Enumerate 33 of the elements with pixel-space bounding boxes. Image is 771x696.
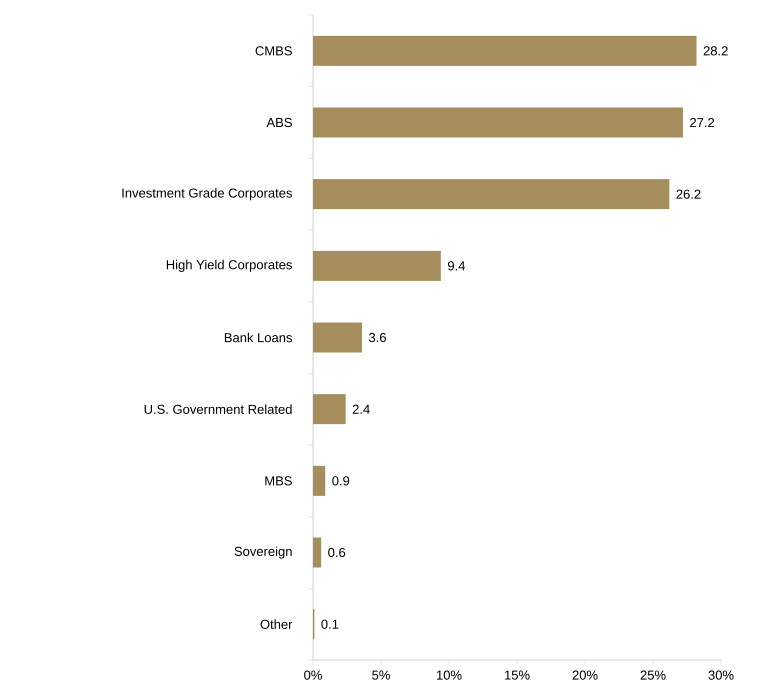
- x-tick-label: 15%: [504, 670, 530, 680]
- x-tick-label: 5%: [372, 670, 390, 680]
- y-tick-label: High Yield Corporates: [166, 260, 292, 272]
- data-label: 27.2: [690, 118, 714, 128]
- y-tick-label: Investment Grade Corporates: [122, 188, 292, 200]
- x-tick-label: 25%: [640, 670, 666, 680]
- x-tick-label: 0%: [304, 670, 322, 680]
- y-tick-label: Other: [260, 619, 292, 629]
- bar: [313, 108, 683, 138]
- x-tick-label: 30%: [708, 670, 734, 680]
- bar: [313, 179, 670, 210]
- data-label: 0.1: [321, 620, 338, 629]
- y-tick-label: Bank Loans: [224, 332, 292, 342]
- x-tick-label: 10%: [436, 670, 462, 680]
- y-tick-label: ABS: [266, 118, 292, 128]
- data-label: 3.6: [368, 332, 386, 342]
- y-tick-label: MBS: [265, 476, 292, 486]
- data-label: 26.2: [676, 190, 700, 199]
- x-tick-label: 20%: [572, 670, 598, 680]
- data-label: 28.2: [704, 46, 728, 56]
- bar: [313, 394, 346, 424]
- data-label: 2.4: [352, 404, 370, 414]
- y-tick-label: U.S. Government Related: [144, 404, 292, 414]
- y-tick-label: CMBS: [256, 46, 292, 56]
- data-label: 0.9: [332, 476, 350, 486]
- bar: [313, 466, 326, 496]
- y-tick-label: Sovereign: [234, 546, 292, 559]
- data-label: 9.4: [448, 261, 466, 270]
- bar: [313, 36, 697, 66]
- data-label: 0.6: [328, 548, 346, 558]
- bar: [313, 250, 441, 281]
- bar: [313, 322, 362, 353]
- bar: [313, 538, 322, 568]
